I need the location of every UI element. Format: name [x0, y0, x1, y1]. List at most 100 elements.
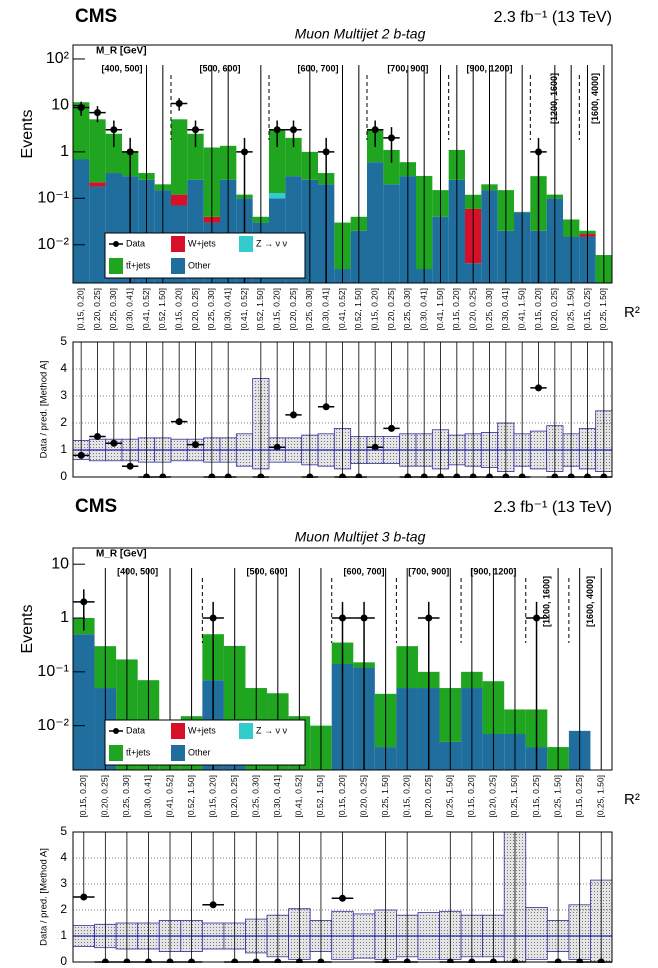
ratio-tick-label: 2 [60, 415, 67, 429]
x-tick-label: [0.20, 0.25] [423, 775, 433, 818]
group-label: [700, 900] [408, 566, 449, 576]
x-tick-label: [0.41, 1.50] [516, 288, 526, 331]
experiment: CMS [75, 496, 117, 517]
ratio-band [331, 910, 354, 960]
stack-segment [171, 194, 188, 206]
x-axis-label: R² [624, 791, 640, 808]
legend-box [104, 719, 306, 766]
data-point [388, 134, 395, 142]
stack-segment [269, 193, 286, 199]
experiment: CMS [75, 6, 117, 27]
ratio-point [209, 901, 217, 909]
stack-segment [73, 634, 95, 770]
ratio-tick-label: 4 [60, 850, 67, 864]
x-tick-label: [0.30, 0.41] [272, 775, 282, 818]
group-label: [600, 700] [297, 63, 338, 73]
x-tick-label: [0.20, 0.25] [549, 288, 559, 331]
data-point [371, 126, 379, 134]
x-tick-label: [0.15, 0.20] [451, 288, 461, 331]
group-label: [1600, 4000] [585, 576, 595, 627]
legend-swatch [171, 236, 185, 252]
stack-segment [105, 133, 122, 174]
x-tick-label: [0.15, 0.20] [401, 775, 411, 818]
data-point [273, 126, 281, 134]
x-tick-label: [0.25, 1.50] [445, 775, 455, 818]
ratio-point [273, 443, 281, 451]
x-tick-label: [0.30, 0.41] [500, 288, 510, 331]
x-tick-label: [0.41, 0.52] [164, 775, 174, 818]
legend-label: Z → ν ν [256, 238, 287, 248]
plot-title: Muon Multijet 2 b-tag [295, 26, 426, 42]
x-tick-label: [0.15, 0.20] [207, 775, 217, 818]
group-label: [500, 600] [199, 63, 240, 73]
x-tick-label: [0.25, 0.30] [251, 775, 261, 818]
y-tick-label: 10⁻² [37, 717, 69, 734]
x-tick-label: [0.15, 0.20] [78, 775, 88, 818]
ratio-tick-label: 3 [60, 388, 67, 402]
data-point [209, 614, 217, 622]
data-point [339, 614, 346, 622]
x-tick-label: [0.30, 0.41] [124, 288, 134, 331]
ratio-tick-label: 3 [60, 876, 67, 890]
data-point [425, 614, 433, 622]
x-tick-label: [0.15, 0.25] [531, 775, 541, 818]
ratio-point [77, 451, 85, 459]
stack-segment [73, 102, 90, 160]
legend-box [104, 232, 306, 279]
ratio-tick-label: 1 [60, 928, 67, 942]
data-point [535, 148, 542, 156]
group-label: [400, 500] [117, 566, 158, 576]
x-tick-label: [0.15, 0.20] [173, 288, 183, 331]
group-label: [600, 700] [344, 566, 385, 576]
ratio-frame [72, 341, 613, 478]
stack-segment [89, 182, 106, 187]
ratio-tick-label: 5 [60, 334, 67, 348]
x-tick-label: [0.25, 1.50] [380, 775, 390, 818]
x-tick-label: [0.52, 1.50] [157, 288, 167, 331]
x-tick-label: [0.15, 0.20] [466, 775, 476, 818]
x-tick-label: [0.25, 1.50] [565, 288, 575, 331]
ratio-point [371, 443, 379, 451]
lumi: 2.3 fb⁻¹ (13 TeV) [494, 499, 612, 516]
x-tick-label: [0.30, 0.41] [143, 775, 153, 818]
x-tick-label: [0.20, 0.25] [488, 775, 498, 818]
x-tick-label: [0.25, 0.30] [206, 288, 216, 331]
legend-swatch [239, 236, 253, 252]
data-point [360, 614, 368, 622]
y-tick-label: 10⁻¹ [37, 190, 69, 207]
ratio-tick-label: 5 [60, 824, 67, 838]
y-tick-label: 10 [51, 97, 69, 114]
ratio-tick-label: 4 [60, 361, 67, 375]
group-label: [500, 600] [247, 566, 288, 576]
x-tick-label: [0.52, 1.50] [186, 775, 196, 818]
legend-swatch [109, 258, 123, 274]
plot-frame [72, 44, 613, 284]
x-tick-label: [0.20, 0.25] [467, 288, 477, 331]
data-point [192, 126, 199, 134]
legend-swatch [109, 745, 123, 761]
ratio-axis-label: Data / pred. [Method A] [39, 848, 50, 946]
x-tick-label: [0.20, 0.25] [358, 775, 368, 818]
ratio-tick-label: 1 [60, 442, 67, 456]
legend-swatch [171, 723, 185, 739]
legend-label: Data [126, 725, 145, 735]
stack-segment [383, 184, 400, 283]
legend-swatch [171, 745, 185, 761]
legend-label: tt̄+jets [126, 260, 151, 270]
group-label: [1600, 4000] [590, 73, 600, 124]
x-tick-label: [0.20, 0.25] [229, 775, 239, 818]
ratio-point [388, 424, 395, 432]
y-tick-label: 10⁻¹ [37, 663, 69, 680]
data-point [80, 598, 88, 606]
legend-label: Other [188, 747, 211, 757]
x-tick-label: [0.52, 1.50] [255, 288, 265, 331]
legend-data [113, 728, 119, 734]
x-tick-label: [0.15, 0.20] [533, 288, 543, 331]
x-tick-label: [0.41, 0.52] [239, 288, 249, 331]
data-point [322, 148, 330, 156]
x-tick-label: [0.25, 0.30] [484, 288, 494, 331]
x-tick-label: [0.20, 0.25] [288, 288, 298, 331]
y-axis-label: Events [19, 605, 36, 654]
x-tick-label: [0.25, 0.30] [402, 288, 412, 331]
